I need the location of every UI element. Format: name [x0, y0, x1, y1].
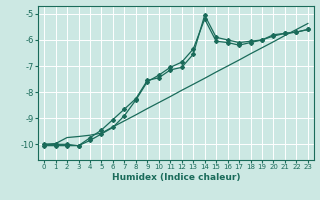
X-axis label: Humidex (Indice chaleur): Humidex (Indice chaleur) [112, 173, 240, 182]
